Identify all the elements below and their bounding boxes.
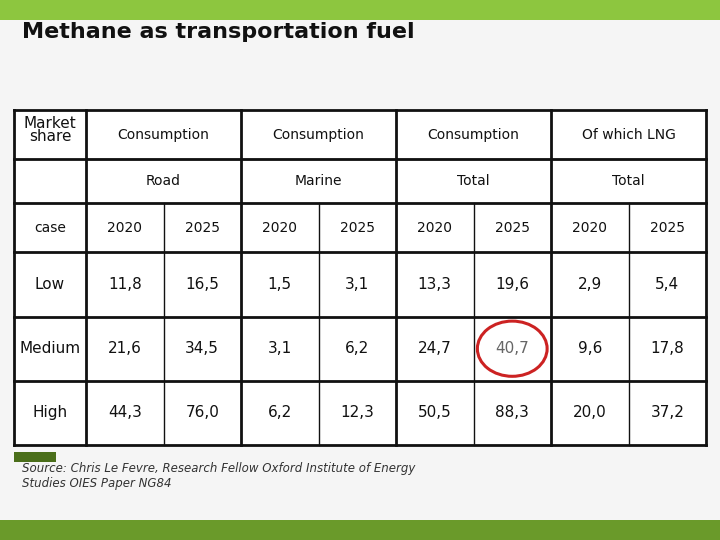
Text: Low: Low xyxy=(35,277,65,292)
Text: case: case xyxy=(34,221,66,235)
Text: Medium: Medium xyxy=(19,341,81,356)
Text: 11,8: 11,8 xyxy=(108,277,142,292)
Text: 12,3: 12,3 xyxy=(341,406,374,421)
Text: 2020: 2020 xyxy=(107,221,143,235)
Text: 6,2: 6,2 xyxy=(268,406,292,421)
Text: 2025: 2025 xyxy=(649,221,685,235)
Text: Consumption: Consumption xyxy=(117,127,210,141)
Text: 17,8: 17,8 xyxy=(650,341,684,356)
Text: Source: Chris Le Fevre, Research Fellow Oxford Institute of Energy
Studies OIES : Source: Chris Le Fevre, Research Fellow … xyxy=(22,462,415,490)
Text: 13,3: 13,3 xyxy=(418,277,451,292)
Text: 21,6: 21,6 xyxy=(108,341,142,356)
Text: 2025: 2025 xyxy=(340,221,374,235)
Text: 2025: 2025 xyxy=(185,221,220,235)
Text: Marine: Marine xyxy=(294,174,342,188)
Text: 5,4: 5,4 xyxy=(655,277,679,292)
Text: share: share xyxy=(29,130,71,144)
Text: 2025: 2025 xyxy=(495,221,530,235)
Text: Market: Market xyxy=(24,116,76,131)
Bar xyxy=(0,520,720,540)
Bar xyxy=(14,452,56,462)
Text: 2020: 2020 xyxy=(418,221,452,235)
Text: Total: Total xyxy=(457,174,490,188)
Text: Consumption: Consumption xyxy=(273,127,364,141)
Text: 9,6: 9,6 xyxy=(577,341,602,356)
Text: 37,2: 37,2 xyxy=(650,406,684,421)
Text: 34,5: 34,5 xyxy=(185,341,219,356)
Text: Road: Road xyxy=(146,174,181,188)
Text: High: High xyxy=(32,406,68,421)
Text: 20,0: 20,0 xyxy=(573,406,607,421)
Text: Consumption: Consumption xyxy=(428,127,519,141)
Text: 3,1: 3,1 xyxy=(268,341,292,356)
Text: 50,5: 50,5 xyxy=(418,406,451,421)
Text: Total: Total xyxy=(612,174,645,188)
Bar xyxy=(0,0,720,20)
Text: Of which LNG: Of which LNG xyxy=(582,127,675,141)
Text: 2,9: 2,9 xyxy=(577,277,602,292)
Text: 40,7: 40,7 xyxy=(495,341,529,356)
Text: 19,6: 19,6 xyxy=(495,277,529,292)
Text: 24,7: 24,7 xyxy=(418,341,451,356)
Text: 3,1: 3,1 xyxy=(345,277,369,292)
Text: 16,5: 16,5 xyxy=(185,277,219,292)
Text: 88,3: 88,3 xyxy=(495,406,529,421)
Text: Methane as transportation fuel: Methane as transportation fuel xyxy=(22,22,415,42)
Text: 2020: 2020 xyxy=(262,221,297,235)
Text: 76,0: 76,0 xyxy=(185,406,219,421)
Text: 2020: 2020 xyxy=(572,221,607,235)
Bar xyxy=(14,110,706,445)
Text: 6,2: 6,2 xyxy=(345,341,369,356)
Text: 1,5: 1,5 xyxy=(268,277,292,292)
Text: 44,3: 44,3 xyxy=(108,406,142,421)
